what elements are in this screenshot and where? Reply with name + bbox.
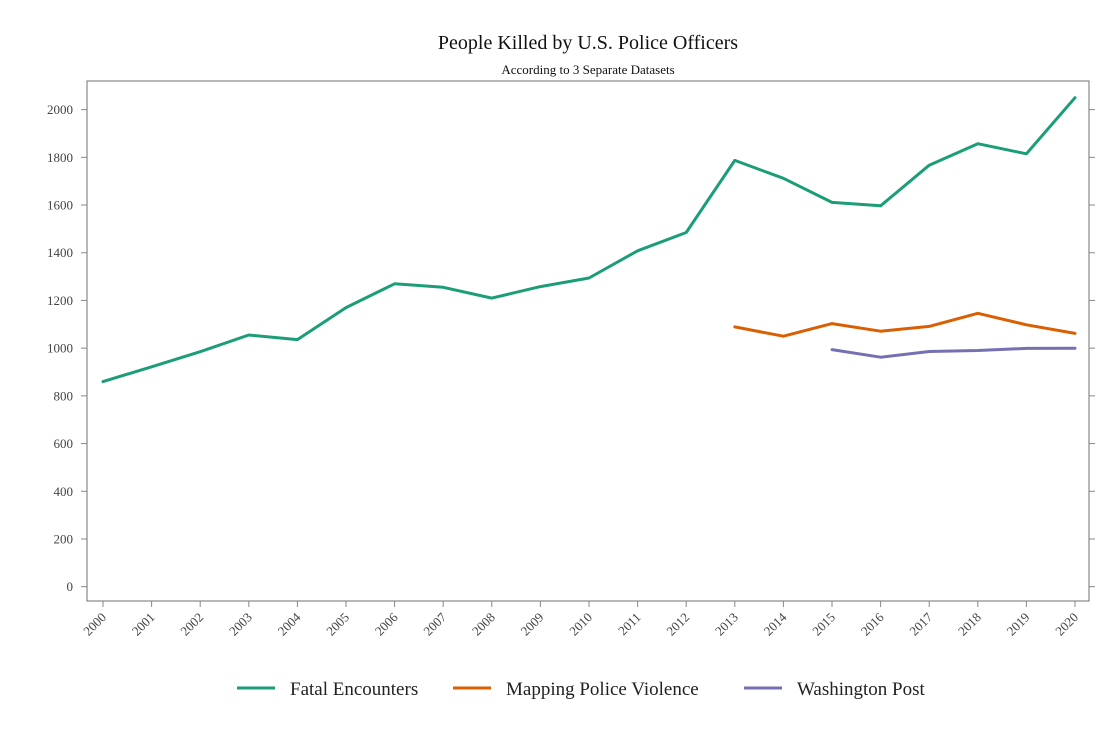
y-tick-label: 0: [67, 579, 74, 594]
x-tick-label: 2007: [420, 609, 449, 638]
x-tick-label: 2016: [858, 609, 887, 638]
x-tick-label: 2003: [226, 610, 255, 639]
x-tick-label: 2015: [809, 610, 838, 639]
y-tick-label: 800: [54, 388, 74, 403]
legend-label-washington-post: Washington Post: [797, 679, 926, 700]
x-tick-label: 2004: [275, 609, 304, 638]
legend-label-fatal-encounters: Fatal Encounters: [290, 679, 418, 700]
x-tick-label: 2008: [469, 610, 498, 639]
y-tick-label: 1200: [47, 293, 73, 308]
y-tick-label: 1600: [47, 198, 73, 213]
x-tick-label: 2012: [663, 610, 692, 639]
x-tick-label: 2020: [1052, 610, 1081, 639]
chart-subtitle: According to 3 Separate Datasets: [501, 62, 674, 77]
legend: Fatal Encounters Mapping Police Violence W…: [237, 679, 926, 700]
x-tick-label: 2009: [518, 610, 547, 639]
x-tick-label: 2002: [177, 610, 206, 639]
legend-label-mapping-police-violence: Mapping Police Violence: [506, 679, 699, 700]
y-tick-label: 200: [54, 531, 74, 546]
chart-title: People Killed by U.S. Police Officers: [438, 32, 738, 54]
y-tick-label: 2000: [47, 102, 73, 117]
x-tick-label: 2019: [1004, 610, 1033, 639]
x-axis: 2000 2001 2002 2003 2004 2005 2006 2007 2008 2009…: [80, 601, 1081, 639]
x-tick-label: 2000: [80, 610, 109, 639]
x-tick-label: 2014: [761, 609, 790, 638]
y-axis: 0 200 400 600 800 1000 1200 1400 1600 1800 2000: [47, 102, 1095, 594]
series-line-fatal-encounters: [101, 96, 1077, 384]
x-tick-label: 2011: [615, 610, 644, 639]
y-tick-label: 400: [54, 484, 74, 499]
x-tick-label: 2013: [712, 610, 741, 639]
y-tick-label: 1400: [47, 245, 73, 260]
x-tick-label: 2005: [323, 610, 352, 639]
series-line-mapping-police-violence: [733, 311, 1077, 338]
x-tick-label: 2017: [906, 609, 935, 638]
x-tick-label: 2006: [372, 609, 401, 638]
series-lines: [101, 96, 1077, 384]
x-tick-label: 2010: [566, 610, 595, 639]
series-line-washington-post: [830, 346, 1077, 359]
y-tick-label: 1800: [47, 150, 73, 165]
y-tick-label: 600: [54, 436, 74, 451]
x-tick-label: 2001: [129, 610, 158, 639]
plot-frame: [86, 80, 1090, 602]
y-tick-label: 1000: [47, 341, 73, 356]
x-tick-label: 2018: [955, 610, 984, 639]
